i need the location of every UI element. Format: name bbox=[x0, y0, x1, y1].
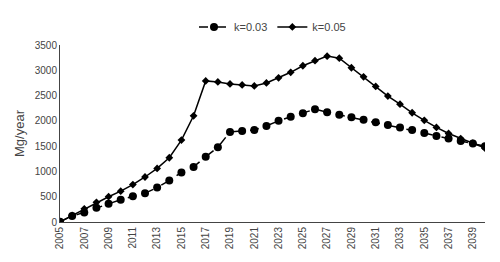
svg-text:3500: 3500 bbox=[35, 40, 58, 51]
svg-text:0: 0 bbox=[51, 217, 57, 228]
svg-text:2039: 2039 bbox=[467, 227, 478, 250]
svg-text:2031: 2031 bbox=[370, 227, 381, 250]
svg-text:2037: 2037 bbox=[443, 227, 454, 250]
svg-text:2000: 2000 bbox=[35, 115, 58, 126]
svg-text:2027: 2027 bbox=[321, 227, 332, 250]
svg-text:2035: 2035 bbox=[419, 227, 430, 250]
svg-text:2025: 2025 bbox=[297, 227, 308, 250]
svg-text:1000: 1000 bbox=[35, 166, 58, 177]
svg-text:2019: 2019 bbox=[224, 227, 235, 250]
svg-text:2013: 2013 bbox=[151, 227, 162, 250]
svg-text:2017: 2017 bbox=[200, 227, 211, 250]
svg-text:2015: 2015 bbox=[176, 227, 187, 250]
svg-text:k=0.03: k=0.03 bbox=[234, 21, 267, 33]
svg-text:2005: 2005 bbox=[54, 227, 65, 250]
svg-text:2033: 2033 bbox=[394, 227, 405, 250]
svg-text:2029: 2029 bbox=[346, 227, 357, 250]
svg-text:k=0.05: k=0.05 bbox=[312, 21, 345, 33]
svg-text:1500: 1500 bbox=[35, 141, 58, 152]
svg-text:Mg/year: Mg/year bbox=[12, 109, 27, 157]
svg-text:2500: 2500 bbox=[35, 90, 58, 101]
svg-text:2011: 2011 bbox=[127, 227, 138, 249]
svg-text:2009: 2009 bbox=[103, 227, 114, 250]
svg-text:2007: 2007 bbox=[79, 227, 90, 250]
svg-text:3000: 3000 bbox=[35, 65, 58, 76]
svg-text:500: 500 bbox=[40, 191, 57, 202]
svg-text:2023: 2023 bbox=[273, 227, 284, 250]
svg-text:2021: 2021 bbox=[249, 227, 260, 250]
